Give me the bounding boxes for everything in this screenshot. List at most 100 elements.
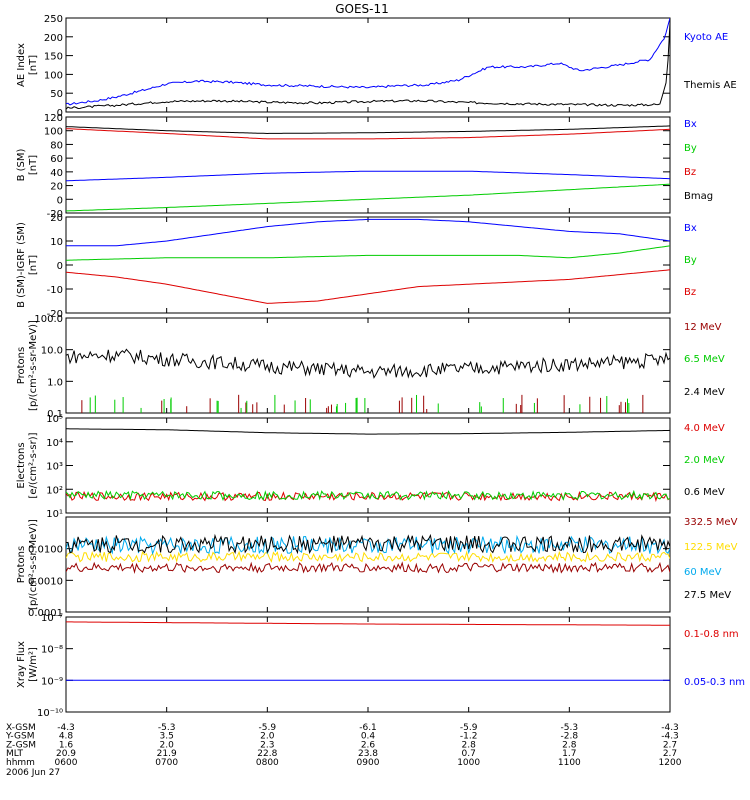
orbit-value: 0600	[55, 758, 78, 768]
orbit-value: 2.8	[462, 740, 477, 750]
orbit-date: 2006 Jun 27	[6, 768, 60, 778]
legend-entry: Bz	[684, 287, 696, 298]
series-line	[66, 125, 670, 135]
orbit-value: 0900	[357, 758, 380, 768]
y-tick-label: 50	[50, 89, 63, 100]
y-axis-label: [nT]	[28, 155, 39, 175]
legend-entry: 0.6 MeV	[684, 487, 725, 498]
legend-entry: 6.5 MeV	[684, 354, 725, 365]
y-tick-label: 0	[57, 195, 63, 206]
plot-title: GOES-11	[335, 2, 389, 16]
y-tick-label: -10	[47, 285, 63, 296]
y-axis-label: [p/(cm²-s-sr-MeV)]	[28, 519, 39, 610]
orbit-value: 0700	[155, 758, 178, 768]
series-line	[66, 428, 670, 435]
series-line	[66, 245, 670, 261]
legend-entry: 0.1-0.8 nm	[684, 629, 739, 640]
orbit-value: 21.9	[157, 749, 177, 759]
orbit-value: -4.3	[661, 723, 679, 733]
orbit-value: 1.6	[59, 740, 74, 750]
legend-entry: Bx	[684, 119, 697, 130]
y-tick-label: -20	[47, 209, 63, 220]
legend-entry: 2.4 MeV	[684, 387, 725, 398]
orbit-value: -5.3	[561, 723, 579, 733]
orbit-row-label: hhmm	[6, 758, 35, 768]
y-axis-label: Xray Flux	[16, 641, 27, 688]
orbit-value: 2.7	[663, 740, 677, 750]
series-line	[66, 490, 670, 503]
y-axis-label: B (SM)-IGRF (SM)	[16, 222, 27, 308]
panel-frame	[65, 116, 671, 214]
y-tick-label: 1.0	[47, 377, 63, 388]
y-tick-label: 10⁴	[46, 438, 63, 449]
y-tick-label: 20	[50, 182, 63, 193]
legend-entry: 12 MeV	[684, 322, 722, 333]
orbit-value: 1100	[558, 758, 581, 768]
y-tick-label: 10⁻⁷	[41, 613, 63, 624]
orbit-value: 22.8	[257, 749, 277, 759]
y-axis-label: [p/(cm²-s-sr-MeV)]	[28, 320, 39, 411]
legend-entry: Bx	[684, 223, 697, 234]
y-tick-label: 100	[44, 127, 63, 138]
orbit-value: 2.6	[361, 740, 376, 750]
orbit-value: 2.3	[260, 740, 274, 750]
panel-frame	[65, 17, 671, 113]
y-tick-label: 10²	[46, 485, 63, 496]
orbit-value: 1.7	[562, 749, 576, 759]
y-tick-label: 150	[44, 52, 63, 63]
legend-entry: Bz	[684, 167, 696, 178]
orbit-value: 20.9	[56, 749, 76, 759]
y-axis-label: Protons	[16, 546, 27, 583]
y-tick-label: 20	[50, 213, 63, 224]
series-line	[66, 183, 670, 212]
legend-entry: By	[684, 143, 697, 154]
y-axis-label: [W/m²]	[28, 647, 39, 682]
orbit-value: -6.1	[359, 723, 377, 733]
legend-entry: 0.05-0.3 nm	[684, 677, 745, 688]
series-line	[66, 348, 670, 379]
y-axis-label: Protons	[16, 347, 27, 384]
y-axis-label: [e/(cm²-s-sr)]	[28, 432, 39, 498]
series-line	[66, 550, 670, 564]
y-tick-label: 10¹	[46, 509, 63, 520]
legend-entry: 122.5 MeV	[684, 542, 738, 553]
legend-entry: By	[684, 255, 697, 266]
y-tick-label: 0.0010	[28, 576, 63, 587]
panel-3: -20 -10 0 10 20 B (SM)-IGRF (SM) [nT] Bx By Bz	[16, 213, 697, 320]
legend-entry: Themis AE	[683, 80, 737, 91]
y-tick-label: 200	[44, 33, 63, 44]
orbit-value: -5.9	[259, 723, 277, 733]
y-tick-label: 10⁵	[46, 414, 63, 425]
y-tick-label: 0	[57, 108, 63, 119]
y-tick-label: 0	[57, 261, 63, 272]
orbit-row-label: Y-GSM	[5, 732, 34, 742]
y-tick-label: 0.1	[47, 409, 63, 420]
series-line	[66, 533, 670, 555]
orbit-value: 2.0	[260, 732, 275, 742]
orbit-row-label: X-GSM	[6, 723, 36, 733]
orbit-value: 1200	[659, 758, 682, 768]
y-tick-label: 100	[44, 70, 63, 81]
orbit-value: 23.8	[358, 749, 378, 759]
y-axis-label: [nT]	[28, 55, 39, 75]
panel-5: 10¹ 10² 10³ 10⁴ 10⁵ Electrons [e/(cm²-s-sr)] 4.…	[16, 414, 725, 520]
orbit-value: -4.3	[57, 723, 75, 733]
orbit-value: 2.8	[562, 740, 577, 750]
panel-frame	[65, 616, 671, 713]
y-axis-label: Electrons	[16, 442, 27, 488]
orbit-value: -1.2	[460, 732, 478, 742]
orbit-value: 0800	[256, 758, 279, 768]
y-tick-label: 0.0001	[28, 608, 63, 619]
series-line	[66, 621, 670, 626]
y-tick-label: 80	[50, 140, 63, 151]
series-line	[66, 22, 670, 110]
orbit-value: 2.7	[663, 749, 677, 759]
panel-7: 10⁻¹⁰ 10⁻⁹ 10⁻⁸ 10⁻⁷ Xray Flux [W/m²] 0.1-0.8 …	[16, 613, 745, 719]
orbit-value: -5.3	[158, 723, 176, 733]
y-tick-label: 0.0100	[28, 545, 63, 556]
panel-1: 0 50 100 150 200 250 AE Index [nT] Kyoto AE Themi…	[16, 14, 737, 119]
orbit-value: 4.8	[59, 732, 74, 742]
legend-entry: 27.5 MeV	[684, 590, 731, 601]
